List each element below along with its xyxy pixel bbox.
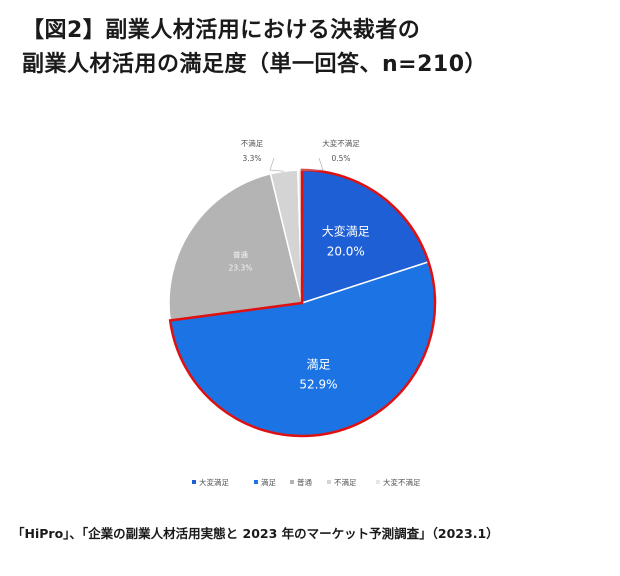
slice-label-category-4: 不満足 bbox=[241, 139, 264, 148]
source-caption: 「HiPro」、「企業の副業人材活用実態と 2023 年のマーケット予測調査」（… bbox=[12, 526, 499, 541]
slice-label-category-5: 大変不満足 bbox=[322, 138, 360, 148]
legend-swatch-2 bbox=[254, 480, 258, 484]
pie-labels: 大変満足 20.0% 満足 52.9% 普通 23.3% 不満足 3.3% 大変不満足 0.5% bbox=[229, 138, 370, 392]
chart-title-line2: 副業人材活用の満足度（単一回答、n=210） bbox=[22, 52, 488, 77]
legend-swatch-5 bbox=[376, 480, 380, 484]
legend-label-3: 普通 bbox=[297, 477, 312, 487]
legend-swatch-1 bbox=[192, 480, 196, 484]
slice-label-value-5: 0.5% bbox=[331, 154, 350, 163]
slice-label-category-2: 満足 bbox=[306, 358, 330, 372]
slice-label-value-2: 52.9% bbox=[299, 378, 337, 392]
legend-swatch-4 bbox=[327, 480, 331, 484]
legend-label-4: 不満足 bbox=[334, 478, 357, 487]
legend-label-1: 大変満足 bbox=[199, 477, 229, 487]
slice-label-category-3: 普通 bbox=[233, 249, 248, 259]
legend-label-2: 満足 bbox=[261, 478, 276, 487]
legend-label-5: 大変不満足 bbox=[383, 477, 421, 487]
pie-slice-3 bbox=[168, 172, 303, 322]
slice-label-value-3: 23.3% bbox=[229, 263, 253, 272]
leader-line-5 bbox=[299, 157, 324, 171]
highlight-outline bbox=[168, 168, 437, 438]
chart-title-line1: 【図2】副業人材活用における決裁者の bbox=[22, 18, 421, 43]
slice-label-category-1: 大変満足 bbox=[322, 224, 370, 239]
slice-label-value-1: 20.0% bbox=[327, 245, 365, 259]
pie-chart: 大変満足20.0%満足52.9%普通23.3%不満足3.3%大変不満足0.5%大… bbox=[168, 138, 437, 487]
chart-title: 【図2】副業人材活用における決裁者の 副業人材活用の満足度（単一回答、n=210… bbox=[22, 14, 612, 82]
legend: 大変満足 満足 普通 不満足 大変不満足 bbox=[192, 477, 421, 487]
leader-line-4 bbox=[269, 157, 285, 172]
pie-slices bbox=[168, 169, 436, 437]
slice-label-value-4: 3.3% bbox=[242, 154, 261, 163]
legend-swatch-3 bbox=[290, 480, 294, 484]
